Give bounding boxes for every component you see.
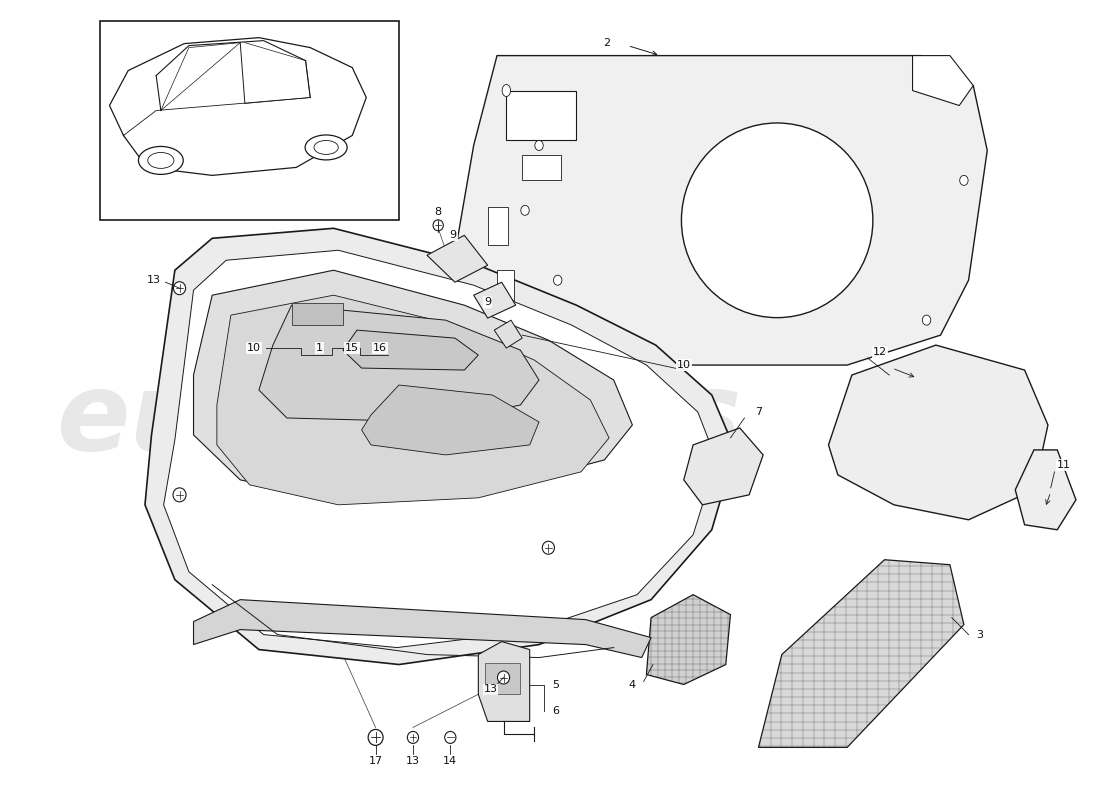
Ellipse shape [959,175,968,186]
Ellipse shape [502,85,510,97]
Polygon shape [194,270,632,500]
Ellipse shape [314,141,339,154]
Polygon shape [258,305,539,422]
Polygon shape [164,250,716,647]
Bar [497,270,514,300]
Text: eurospares: eurospares [56,367,741,473]
Ellipse shape [305,135,348,160]
Ellipse shape [444,731,455,743]
Ellipse shape [553,275,562,285]
Text: 10: 10 [248,343,261,353]
Polygon shape [647,594,730,685]
Text: 1: 1 [316,343,323,353]
Text: 10: 10 [676,360,691,370]
Polygon shape [913,55,974,106]
Bar [100,21,399,220]
Ellipse shape [173,488,186,502]
Ellipse shape [535,141,543,150]
Polygon shape [343,330,478,370]
Ellipse shape [139,146,184,174]
Text: 17: 17 [368,756,383,766]
Text: 16: 16 [373,343,387,353]
Polygon shape [474,282,516,318]
Polygon shape [1015,450,1076,530]
Text: 13: 13 [406,756,420,766]
Polygon shape [684,428,763,505]
Ellipse shape [520,206,529,215]
Polygon shape [427,235,487,282]
Polygon shape [217,295,609,505]
Polygon shape [362,385,539,455]
Text: a passion since 1985: a passion since 1985 [220,515,579,544]
Polygon shape [828,345,1048,520]
Bar [487,207,508,246]
Text: 13: 13 [484,685,497,694]
Text: 7: 7 [755,407,762,417]
Text: 11: 11 [1057,460,1070,470]
Bar [512,307,526,335]
Ellipse shape [147,153,174,169]
Text: 2: 2 [603,38,609,48]
Polygon shape [450,55,988,365]
Text: 3: 3 [977,630,983,639]
Ellipse shape [368,730,383,746]
Bar [485,662,520,694]
Polygon shape [759,560,964,747]
Text: 15: 15 [345,343,360,353]
Bar [292,303,343,325]
Text: 5: 5 [552,679,559,690]
Text: 9: 9 [484,297,492,307]
Text: 13: 13 [147,275,162,286]
Ellipse shape [681,123,873,318]
Ellipse shape [497,671,509,684]
Bar [506,90,576,141]
Ellipse shape [407,731,419,743]
Text: 14: 14 [443,756,458,766]
Text: 8: 8 [434,207,442,218]
Ellipse shape [923,315,931,325]
Bar [522,155,561,180]
Polygon shape [494,320,522,348]
Ellipse shape [174,282,186,294]
Ellipse shape [542,542,554,554]
Text: 4: 4 [629,679,636,690]
Text: 12: 12 [872,347,887,357]
Text: 9: 9 [450,230,456,240]
Polygon shape [478,642,530,722]
Polygon shape [145,228,735,665]
Ellipse shape [433,220,443,230]
Text: 6: 6 [552,706,559,717]
Polygon shape [194,600,651,658]
